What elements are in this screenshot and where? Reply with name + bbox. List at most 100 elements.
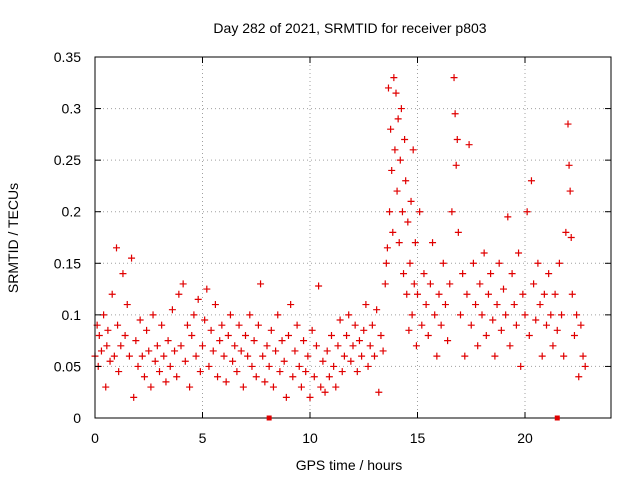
data-point (278, 337, 286, 345)
data-point (218, 321, 226, 329)
data-point (502, 311, 510, 319)
data-point (461, 352, 469, 360)
data-point (128, 254, 136, 262)
data-point (452, 161, 460, 169)
data-point (252, 373, 260, 381)
data-point (382, 259, 390, 267)
x-axis-marker (266, 415, 272, 421)
data-point (355, 337, 363, 345)
data-point (269, 383, 277, 391)
data-point (422, 301, 430, 309)
data-point (257, 280, 265, 288)
data-point (386, 208, 394, 216)
data-point (407, 197, 415, 205)
data-point (162, 378, 170, 386)
data-point (381, 280, 389, 288)
data-point (547, 311, 555, 319)
grid-lines (95, 57, 611, 418)
data-point (530, 280, 538, 288)
data-point (207, 326, 215, 334)
data-point (474, 342, 482, 350)
data-point (553, 326, 561, 334)
data-point (573, 311, 581, 319)
data-point (306, 393, 314, 401)
data-point (312, 342, 320, 350)
data-point (408, 311, 416, 319)
data-point (242, 331, 249, 339)
data-point (196, 368, 204, 376)
data-point (459, 270, 467, 278)
chart-title: Day 282 of 2021, SRMTID for receiver p80… (213, 20, 486, 36)
data-point (158, 321, 166, 329)
data-point (272, 347, 280, 355)
data-point (334, 342, 342, 350)
x-tick-label: 10 (302, 430, 318, 446)
y-tick-label: 0.15 (54, 255, 81, 271)
data-point (500, 285, 507, 293)
data-point (523, 208, 531, 216)
data-point (388, 166, 396, 174)
data-point (577, 321, 585, 329)
y-tick-label: 0.35 (54, 49, 81, 65)
data-point (493, 301, 501, 309)
data-point (121, 331, 129, 339)
x-axis-marker (554, 415, 560, 421)
data-point (143, 326, 151, 334)
data-point (575, 373, 583, 381)
data-point (358, 352, 366, 360)
data-point (476, 280, 484, 288)
data-point (102, 383, 110, 391)
data-point (568, 290, 576, 298)
data-point (379, 347, 387, 355)
data-point (510, 301, 518, 309)
data-point (192, 352, 200, 360)
data-point (108, 290, 116, 298)
data-point (173, 373, 181, 381)
data-point (393, 187, 401, 195)
data-point (244, 352, 252, 360)
data-point (330, 362, 338, 370)
data-point (410, 280, 418, 288)
data-point (435, 290, 443, 298)
data-point (555, 259, 563, 267)
data-point (394, 115, 402, 123)
data-point (362, 301, 370, 309)
data-point (527, 177, 535, 185)
data-point (401, 136, 409, 144)
data-point (317, 383, 325, 391)
data-point (414, 290, 421, 298)
data-point (364, 362, 372, 370)
y-tick-label: 0.2 (62, 204, 82, 220)
data-point (433, 352, 441, 360)
data-point (347, 357, 355, 365)
data-point (504, 213, 512, 221)
data-point (469, 259, 477, 267)
data-point (338, 368, 346, 376)
data-point (536, 301, 544, 309)
data-point (336, 316, 344, 324)
data-point (183, 321, 191, 329)
data-point (404, 218, 412, 226)
data-point (426, 280, 434, 288)
data-point (186, 383, 194, 391)
x-tick-label: 0 (91, 430, 99, 446)
data-point (549, 342, 557, 350)
data-point (465, 141, 473, 149)
data-point (117, 342, 125, 350)
data-point (444, 337, 452, 345)
data-point (517, 362, 525, 370)
data-point (395, 239, 403, 247)
data-point (398, 208, 406, 216)
data-point (540, 290, 548, 298)
data-point (166, 362, 174, 370)
data-point (104, 326, 112, 334)
data-point (454, 228, 462, 236)
data-point (491, 352, 499, 360)
data-point (450, 74, 458, 82)
data-point (233, 368, 241, 376)
data-point (424, 331, 432, 339)
data-point (188, 331, 196, 339)
data-point (149, 311, 157, 319)
data-point (521, 311, 529, 319)
